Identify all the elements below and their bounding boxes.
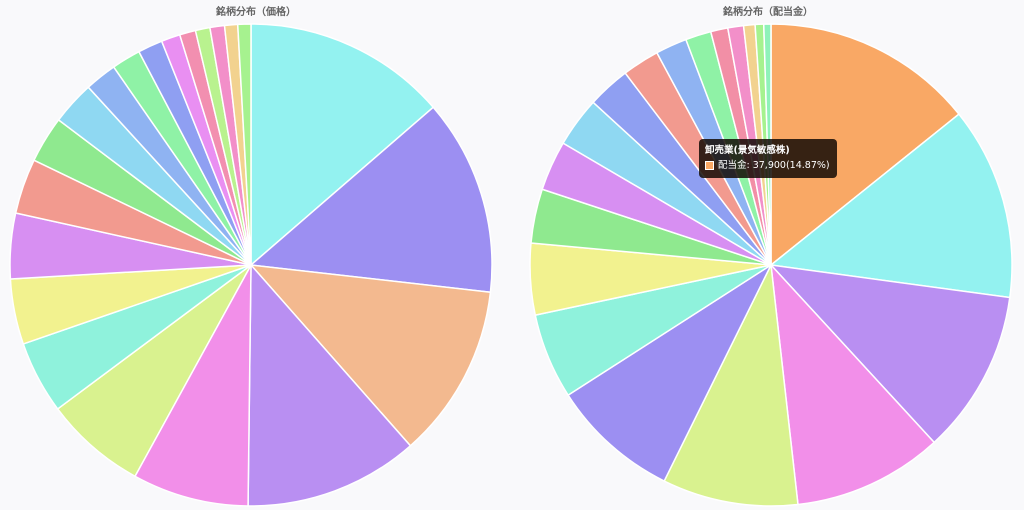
dividend-distribution-chart: 銘柄分布（配当金） <box>512 0 1024 510</box>
chart-title: 銘柄分布（配当金） <box>723 7 813 18</box>
pie-slice-4[interactable] <box>247 264 412 507</box>
pie-slice-2[interactable] <box>250 106 493 293</box>
pie-slice-1[interactable] <box>250 23 434 266</box>
tooltip-value: 配当金: 37,900(14.87%) <box>718 160 830 171</box>
dividend-pie-svg <box>529 23 1013 507</box>
tooltip-body: 配当金: 37,900(14.87%) <box>705 158 830 173</box>
pie-slice-5[interactable] <box>134 264 252 507</box>
pie-slice-1[interactable] <box>770 23 960 266</box>
pie-slice-4[interactable] <box>770 264 935 506</box>
pie-slice-3[interactable] <box>250 264 492 447</box>
pie-slice-3[interactable] <box>770 264 1011 444</box>
pie-slice-6[interactable] <box>567 264 772 482</box>
tooltip-color-swatch <box>705 161 714 170</box>
price-distribution-chart: 銘柄分布（価格） <box>9 7 493 507</box>
pie-slice-2[interactable] <box>770 113 1013 299</box>
pie-slice-5[interactable] <box>663 264 799 507</box>
chart-title: 銘柄分布（価格） <box>216 7 296 18</box>
price-pie-svg <box>9 23 493 507</box>
pie-tooltip: 卸売業(景気敏感株) 配当金: 37,900(14.87%) <box>699 139 837 178</box>
tooltip-title: 卸売業(景気敏感株) <box>705 145 790 156</box>
pie-slice-21[interactable] <box>236 23 252 266</box>
